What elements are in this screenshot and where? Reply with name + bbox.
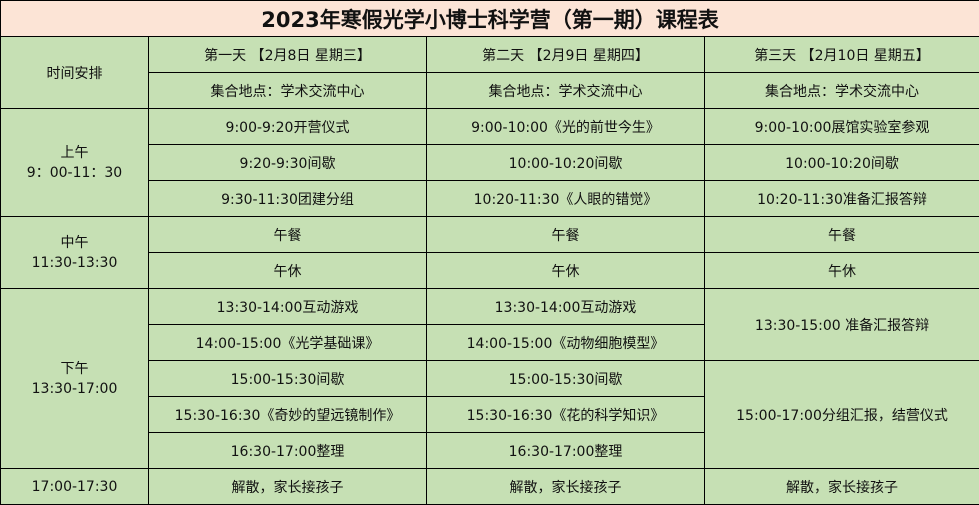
activity-cell: 13:30-14:00互动游戏 xyxy=(426,288,705,325)
day-header: 第三天 【2月10日 星期五】 xyxy=(703,36,979,73)
location-cell: 集合地点：学术交流中心 xyxy=(426,72,705,109)
day-header: 第一天 【2月8日 星期三】 xyxy=(148,36,427,73)
activity-cell: 10:00-10:20间歇 xyxy=(703,144,979,181)
activity-cell: 解散，家长接孩子 xyxy=(426,468,705,505)
activity-cell: 午休 xyxy=(426,252,705,289)
location-cell: 集合地点：学术交流中心 xyxy=(703,72,979,109)
activity-cell: 9:20-9:30间歇 xyxy=(148,144,427,181)
activity-cell: 午餐 xyxy=(703,216,979,253)
period-label: 下午 xyxy=(60,360,89,377)
activity-cell: 9:00-10:00展馆实验室参观 xyxy=(703,108,979,145)
time-header: 时间安排 xyxy=(0,36,149,109)
activity-cell: 9:00-9:20开营仪式 xyxy=(148,108,427,145)
period-time: 13:30-17:00 xyxy=(31,380,118,397)
activity-cell: 解散，家长接孩子 xyxy=(703,468,979,505)
location-cell: 集合地点：学术交流中心 xyxy=(148,72,427,109)
period-morning: 上午 9：00-11：30 xyxy=(0,108,149,217)
activity-cell: 15:30-16:30《花的科学知识》 xyxy=(426,396,705,433)
activity-cell: 15:00-15:30间歇 xyxy=(426,360,705,397)
page-title: 2023年寒假光学小博士科学营（第一期）课程表 xyxy=(0,0,979,37)
activity-cell: 15:00-17:00分组汇报，结营仪式 xyxy=(703,360,979,469)
activity-cell: 午餐 xyxy=(148,216,427,253)
activity-cell: 13:30-14:00互动游戏 xyxy=(148,288,427,325)
period-dismiss: 17:00-17:30 xyxy=(0,468,149,505)
period-label: 中午 xyxy=(60,234,89,251)
activity-cell: 15:30-16:30《奇妙的望远镜制作》 xyxy=(148,396,427,433)
activity-cell: 16:30-17:00整理 xyxy=(426,432,705,469)
period-label: 上午 xyxy=(60,144,89,161)
activity-cell: 解散，家长接孩子 xyxy=(148,468,427,505)
activity-cell: 15:00-15:30间歇 xyxy=(148,360,427,397)
activity-cell: 午餐 xyxy=(426,216,705,253)
period-time: 11:30-13:30 xyxy=(31,254,118,271)
activity-cell: 10:20-11:30《人眼的错觉》 xyxy=(426,180,705,217)
activity-cell: 14:00-15:00《动物细胞模型》 xyxy=(426,324,705,361)
activity-cell: 午休 xyxy=(703,252,979,289)
period-afternoon: 下午 13:30-17:00 xyxy=(0,288,149,469)
day-header: 第二天 【2月9日 星期四】 xyxy=(426,36,705,73)
activity-cell: 13:30-15:00 准备汇报答辩 xyxy=(703,288,979,361)
activity-cell: 10:20-11:30准备汇报答辩 xyxy=(703,180,979,217)
activity-cell: 10:00-10:20间歇 xyxy=(426,144,705,181)
activity-cell: 16:30-17:00整理 xyxy=(148,432,427,469)
activity-cell: 午休 xyxy=(148,252,427,289)
activity-cell: 14:00-15:00《光学基础课》 xyxy=(148,324,427,361)
activity-cell: 9:30-11:30团建分组 xyxy=(148,180,427,217)
period-time: 9：00-11：30 xyxy=(26,164,123,181)
activity-cell: 9:00-10:00《光的前世今生》 xyxy=(426,108,705,145)
period-noon: 中午 11:30-13:30 xyxy=(0,216,149,289)
